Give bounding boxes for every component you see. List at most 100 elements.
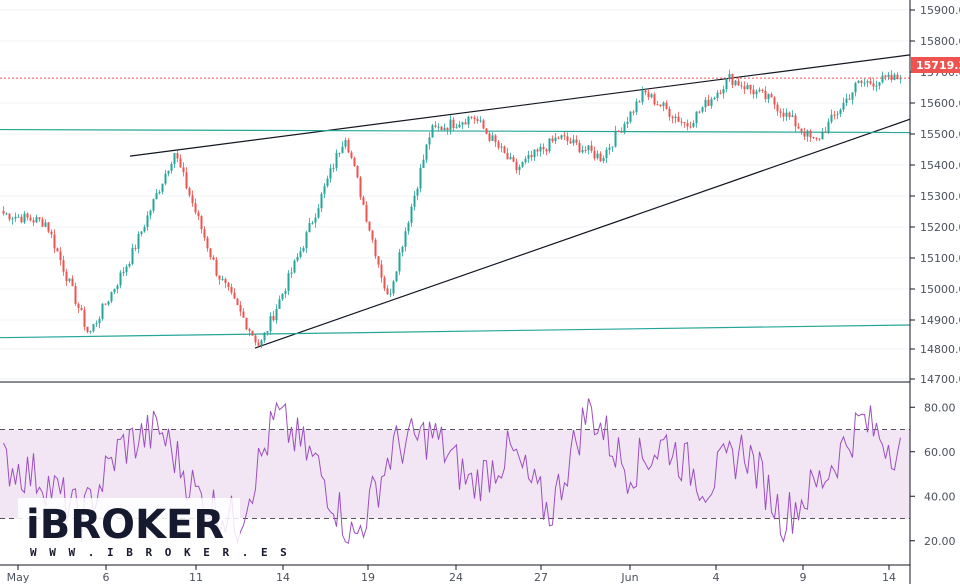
candle-body	[452, 119, 455, 129]
candle-body	[299, 251, 302, 257]
candle-body	[395, 271, 398, 282]
candle-body	[644, 90, 647, 93]
candle-body	[230, 286, 233, 293]
candle-body	[803, 131, 806, 137]
candle-body	[353, 157, 356, 167]
candle-body	[437, 126, 440, 128]
candle-body	[260, 340, 263, 346]
last-price-value: 15719.2	[916, 59, 960, 72]
candle-body	[2, 210, 5, 214]
candle-body	[533, 149, 536, 158]
candle-body	[515, 161, 518, 171]
candle-body	[380, 264, 383, 278]
candle-body	[545, 149, 548, 152]
candle-body	[254, 335, 257, 343]
candle-body	[284, 290, 287, 294]
candle-body	[572, 139, 575, 144]
candle-body	[836, 113, 839, 115]
oscillator-axis[interactable]: 80.00 60.00 40.00 20.00	[910, 401, 956, 548]
candle-body	[467, 116, 470, 125]
candle-body	[419, 167, 422, 189]
candle-body	[50, 231, 53, 235]
candle-body	[59, 251, 62, 261]
candle-body	[587, 145, 590, 151]
candle-body	[527, 155, 530, 159]
candle-body	[608, 147, 611, 150]
candle-body	[833, 114, 836, 116]
candle-body	[119, 272, 122, 286]
candle-body	[569, 141, 572, 144]
candle-body	[278, 299, 281, 309]
candle-body	[218, 275, 221, 280]
candle-body	[317, 208, 320, 218]
candle-body	[593, 150, 596, 159]
candle-body	[410, 206, 413, 223]
candle-body	[482, 120, 485, 129]
candle-body	[164, 173, 167, 184]
candle-body	[62, 260, 65, 272]
candle-body	[215, 259, 218, 276]
candle-body	[440, 126, 443, 131]
candle-body	[617, 130, 620, 132]
candle-body	[425, 144, 428, 160]
candle-body	[734, 80, 737, 86]
y-tick-label: 15100.0	[920, 252, 960, 265]
candle-body	[83, 309, 86, 327]
candle-body	[725, 78, 728, 90]
osc-tick-label: 60.00	[924, 446, 956, 459]
candle-body	[65, 271, 68, 282]
candle-body	[638, 101, 641, 103]
candle-body	[842, 102, 845, 110]
candle-body	[863, 82, 866, 84]
candle-body	[329, 168, 332, 179]
candle-body	[818, 138, 821, 140]
candle-body	[248, 329, 251, 331]
candle-body	[272, 315, 275, 321]
channel-lines	[0, 54, 911, 349]
candle-body	[674, 116, 677, 119]
y-tick-label: 15400.0	[920, 159, 960, 172]
x-tick-label: Jun	[620, 571, 638, 584]
candle-body	[239, 305, 242, 312]
candle-body	[374, 239, 377, 257]
candle-body	[428, 137, 431, 145]
candle-body	[791, 115, 794, 118]
candle-body	[878, 82, 881, 86]
candle-body	[722, 89, 725, 94]
candle-body	[35, 217, 38, 223]
candle-body	[149, 210, 152, 216]
price-axis[interactable]: 15900.015800.015700.015600.015500.015400…	[910, 4, 960, 386]
candle-body	[197, 212, 200, 217]
candle-body	[89, 331, 92, 333]
candle-body	[701, 107, 704, 112]
candle-body	[827, 121, 830, 133]
candle-body	[11, 218, 14, 220]
time-axis[interactable]: May 6 11 14 19 24 27 Jun 4 9 14	[7, 565, 896, 584]
candle-body	[536, 149, 539, 152]
candle-body	[137, 233, 140, 249]
candle-body	[497, 141, 500, 148]
candle-body	[371, 230, 374, 240]
candle-body	[263, 332, 266, 341]
candle-body	[872, 83, 875, 87]
y-tick-label: 15000.0	[920, 283, 960, 296]
candle-body	[899, 78, 902, 80]
candle-body	[854, 83, 857, 93]
price-gridlines	[0, 9, 910, 380]
candle-body	[386, 288, 389, 295]
candle-body	[191, 195, 194, 204]
candle-body	[581, 149, 584, 153]
candle-body	[209, 248, 212, 258]
x-tick-label: 27	[534, 571, 548, 584]
candle-body	[182, 167, 185, 173]
candle-body	[623, 123, 626, 133]
candle-body	[341, 146, 344, 153]
candle-body	[509, 156, 512, 160]
price-panel	[0, 9, 911, 380]
candle-body	[320, 193, 323, 209]
candle-body	[491, 135, 494, 141]
candle-body	[557, 137, 560, 139]
candle-body	[629, 111, 632, 122]
candle-body	[14, 216, 17, 219]
x-tick-label: 14	[882, 571, 896, 584]
